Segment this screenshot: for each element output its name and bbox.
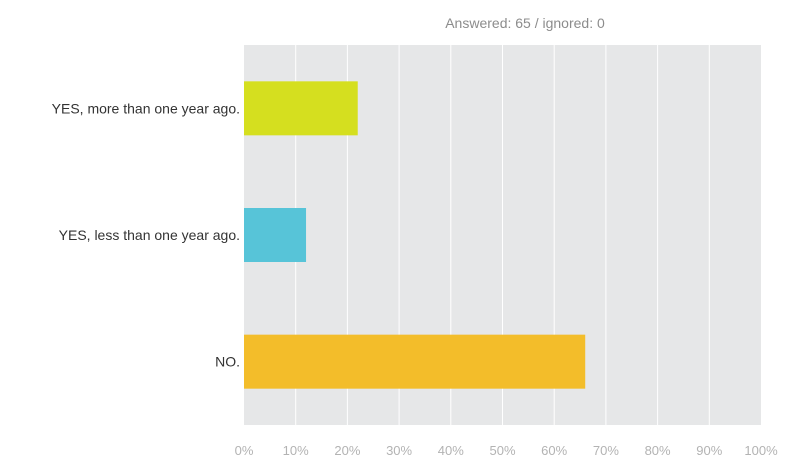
category-label: YES, more than one year ago. xyxy=(52,100,240,116)
x-tick-label: 90% xyxy=(696,443,722,458)
x-tick-label: 30% xyxy=(386,443,412,458)
bar xyxy=(244,208,306,262)
x-tick-label: 100% xyxy=(744,443,778,458)
x-tick-label: 80% xyxy=(645,443,671,458)
x-tick-label: 40% xyxy=(438,443,464,458)
bar xyxy=(244,335,585,389)
x-tick-label: 60% xyxy=(541,443,567,458)
chart-subtitle: Answered: 65 / ignored: 0 xyxy=(445,15,605,31)
category-labels: YES, more than one year ago. YES, less th… xyxy=(52,100,240,369)
x-tick-label: 10% xyxy=(283,443,309,458)
category-label: YES, less than one year ago. xyxy=(59,227,240,243)
x-tick-label: 0% xyxy=(235,443,254,458)
category-label: NO. xyxy=(215,354,240,370)
x-tick-label: 50% xyxy=(489,443,515,458)
x-tick-label: 70% xyxy=(593,443,619,458)
x-axis-tick-labels: 0% 10% 20% 30% 40% 50% 60% 70% 80% 90% 100% xyxy=(235,443,778,458)
bar xyxy=(244,81,358,135)
x-tick-label: 20% xyxy=(334,443,360,458)
